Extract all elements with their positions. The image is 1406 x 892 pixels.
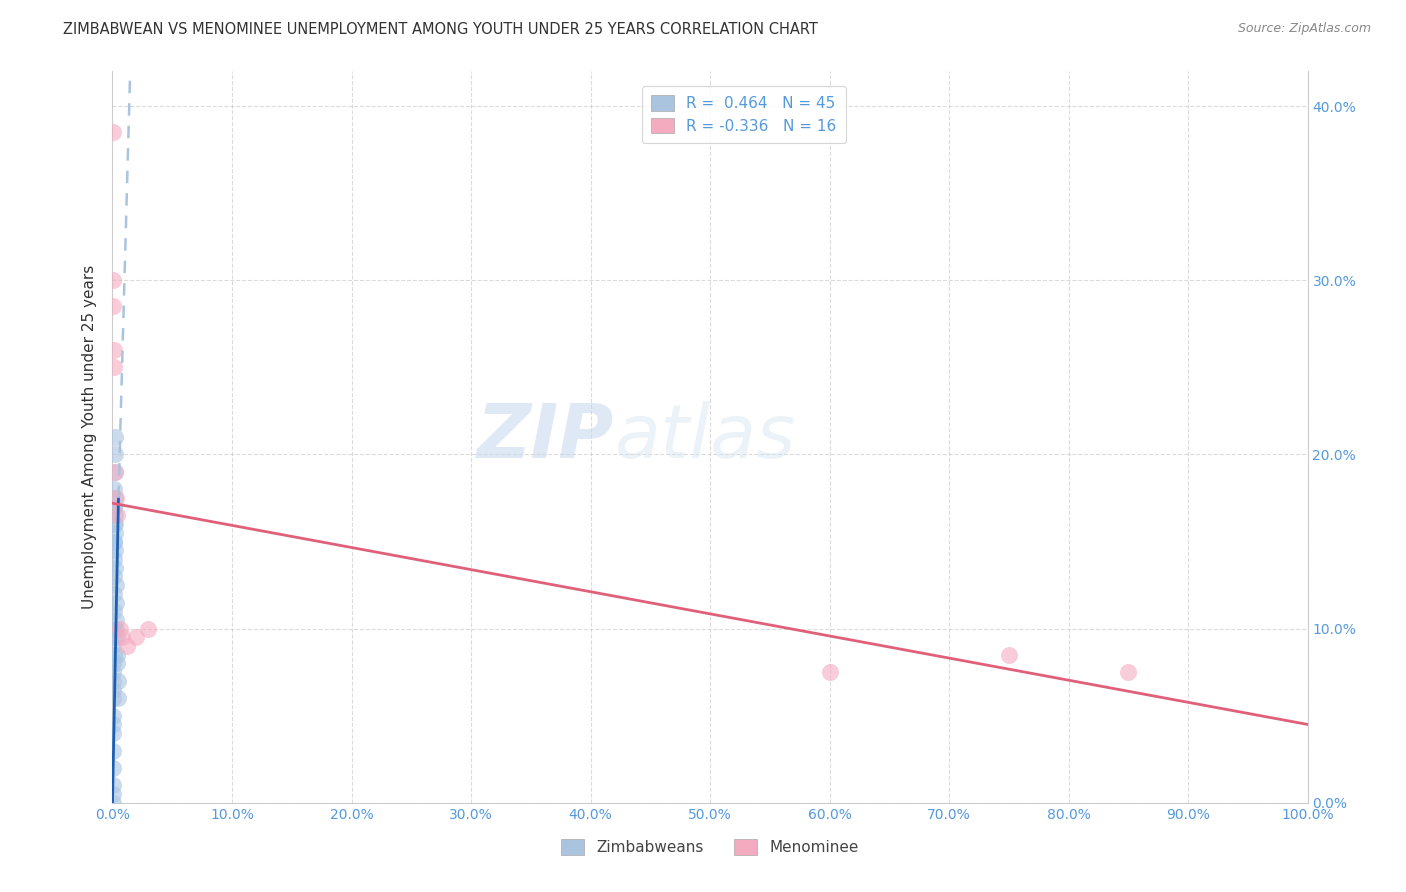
Point	[101, 743, 124, 757]
Point	[101, 796, 124, 810]
Point	[103, 665, 125, 680]
Point	[998, 648, 1021, 662]
Point	[101, 691, 124, 706]
Point	[104, 517, 127, 532]
Point	[104, 508, 127, 523]
Point	[818, 665, 841, 680]
Point	[103, 534, 125, 549]
Point	[101, 273, 124, 287]
Y-axis label: Unemployment Among Youth under 25 years: Unemployment Among Youth under 25 years	[82, 265, 97, 609]
Point	[105, 491, 128, 505]
Point	[103, 483, 125, 497]
Point	[104, 560, 127, 574]
Point	[111, 631, 134, 645]
Point	[104, 543, 127, 558]
Point	[104, 465, 127, 479]
Point	[103, 673, 125, 688]
Point	[105, 631, 128, 645]
Point	[104, 525, 127, 540]
Point	[101, 708, 124, 723]
Point	[101, 125, 124, 139]
Point	[103, 682, 125, 697]
Point	[103, 622, 125, 636]
Point	[103, 631, 125, 645]
Point	[105, 657, 128, 671]
Point	[107, 691, 129, 706]
Point	[103, 639, 125, 653]
Legend: Zimbabweans, Menominee: Zimbabweans, Menominee	[555, 833, 865, 861]
Point	[103, 717, 125, 731]
Point	[103, 300, 125, 314]
Point	[104, 491, 127, 505]
Text: ZIP: ZIP	[477, 401, 614, 474]
Point	[1118, 665, 1140, 680]
Point	[104, 578, 127, 592]
Point	[115, 639, 138, 653]
Point	[105, 613, 128, 627]
Point	[103, 569, 125, 583]
Point	[105, 648, 128, 662]
Point	[105, 622, 128, 636]
Point	[103, 534, 125, 549]
Point	[103, 360, 125, 375]
Point	[103, 500, 125, 514]
Point	[103, 517, 125, 532]
Point	[101, 761, 124, 775]
Point	[104, 430, 127, 444]
Point	[103, 657, 125, 671]
Point	[104, 465, 127, 479]
Point	[103, 587, 125, 601]
Point	[103, 604, 125, 618]
Text: ZIMBABWEAN VS MENOMINEE UNEMPLOYMENT AMONG YOUTH UNDER 25 YEARS CORRELATION CHAR: ZIMBABWEAN VS MENOMINEE UNEMPLOYMENT AMO…	[63, 22, 818, 37]
Point	[108, 622, 131, 636]
Point	[125, 631, 148, 645]
Point	[103, 343, 125, 357]
Point	[103, 500, 125, 514]
Point	[101, 726, 124, 740]
Point	[105, 508, 128, 523]
Point	[103, 448, 125, 462]
Point	[138, 622, 160, 636]
Point	[101, 778, 124, 792]
Text: atlas: atlas	[614, 401, 796, 473]
Point	[103, 648, 125, 662]
Point	[107, 673, 129, 688]
Point	[104, 595, 127, 609]
Point	[103, 552, 125, 566]
Text: Source: ZipAtlas.com: Source: ZipAtlas.com	[1237, 22, 1371, 36]
Point	[101, 787, 124, 801]
